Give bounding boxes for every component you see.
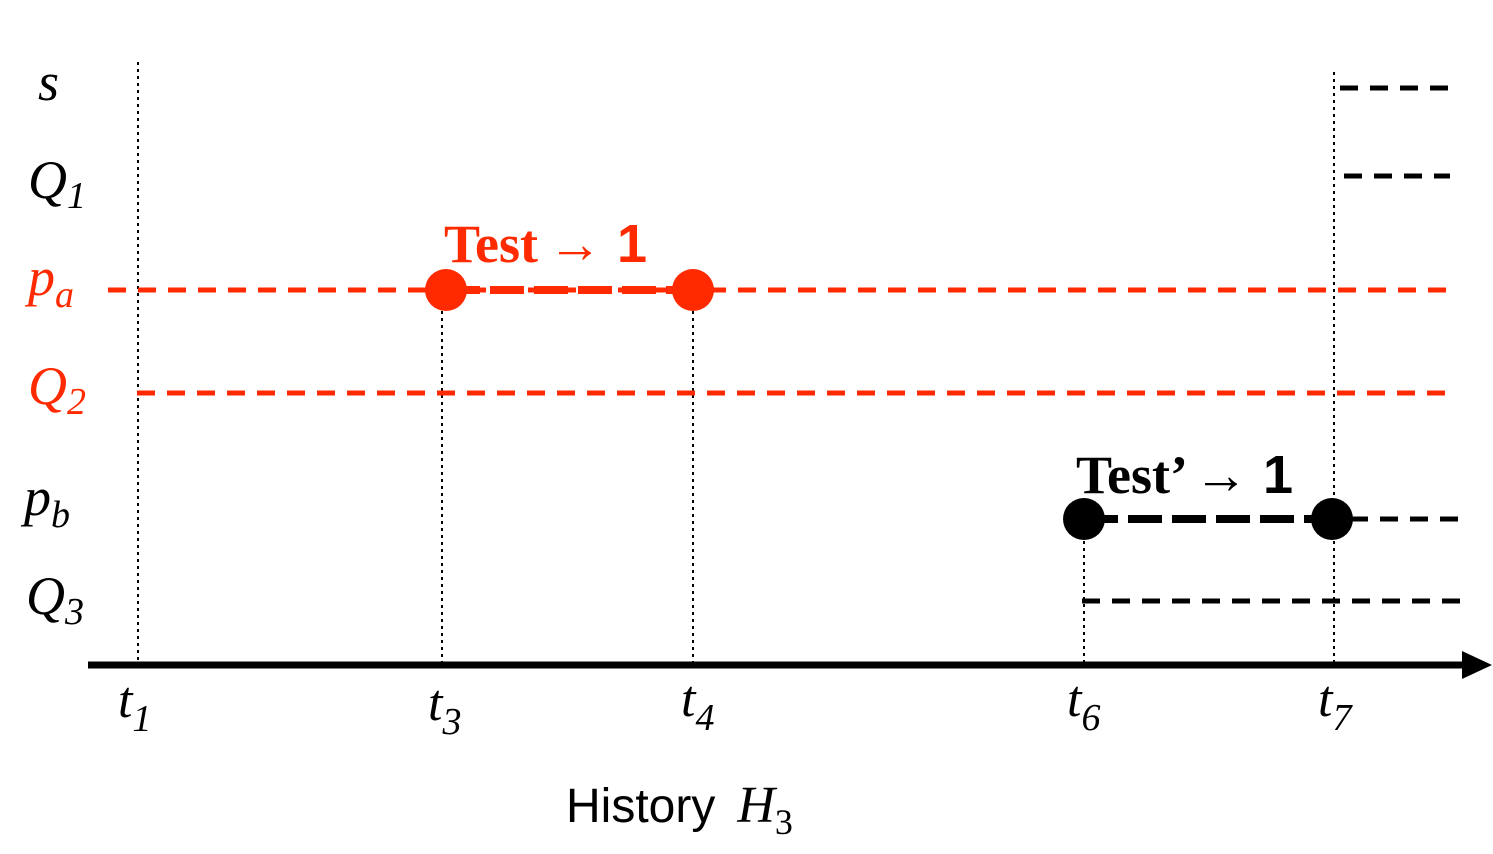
event-dots xyxy=(425,269,1353,540)
tick-label-t1: t1 xyxy=(118,672,151,740)
history-caption-text: History xyxy=(566,780,715,833)
tick-label-t4: t4 xyxy=(681,671,714,739)
row-label-q3: Q3 xyxy=(26,566,84,633)
state-lines xyxy=(108,85,1460,604)
tick-label-t7: t7 xyxy=(1318,671,1353,739)
test-a-word: Test xyxy=(444,214,538,274)
history-caption-symbol: H xyxy=(736,777,777,834)
row-label-q1: Q1 xyxy=(28,150,86,217)
time-tick-labels: t1 t3 t4 t6 t7 xyxy=(118,671,1353,743)
pb-dot-t7 xyxy=(1311,498,1353,540)
pa-dot-t4 xyxy=(672,269,714,311)
pa-dot-t3 xyxy=(425,269,467,311)
tick-label-t6: t6 xyxy=(1067,671,1100,739)
row-label-pb: pb xyxy=(20,467,70,536)
test-a-arrow: → 1 xyxy=(548,214,647,274)
time-axis-arrowhead xyxy=(1462,651,1492,679)
history-caption: History H3 xyxy=(566,777,793,842)
test-a-annotation: Test → 1 xyxy=(444,214,647,274)
row-labels: s Q1 pa Q2 pb Q3 xyxy=(20,52,86,633)
row-label-s: s xyxy=(38,52,59,112)
history-caption-subscript: 3 xyxy=(775,802,793,842)
tick-label-t3: t3 xyxy=(428,675,461,743)
row-label-pa: pa xyxy=(24,247,74,316)
test-b-annotation: Test’ → 1 xyxy=(1076,445,1293,505)
time-axis xyxy=(88,651,1492,679)
row-label-q2: Q2 xyxy=(28,356,86,423)
pb-dot-t6 xyxy=(1063,498,1105,540)
test-b-arrow: → 1 xyxy=(1194,445,1293,505)
test-b-word: Test’ xyxy=(1076,445,1188,505)
time-guides xyxy=(137,62,1335,663)
